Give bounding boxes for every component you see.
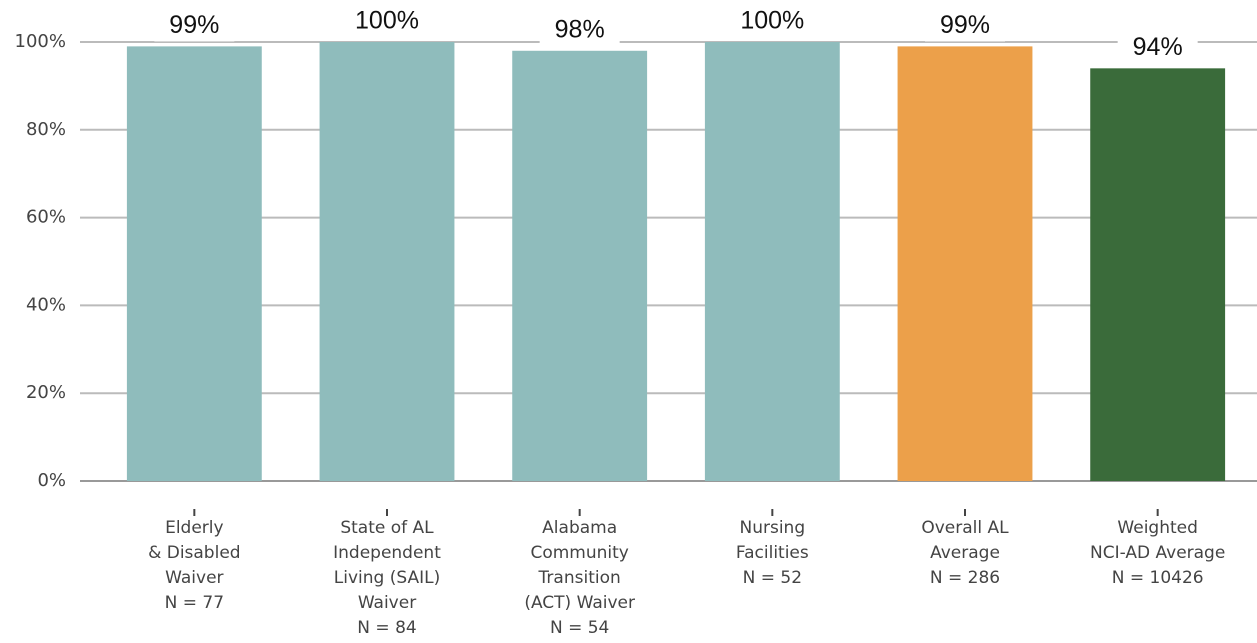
x-tick-label: State of AL [340, 518, 434, 538]
x-tick-label: N = 54 [550, 618, 609, 638]
y-tick-label: 100% [15, 31, 66, 52]
y-tick-label: 0% [37, 470, 66, 491]
data-label: 100% [740, 7, 804, 35]
data-label: 99% [169, 11, 219, 39]
bar [1090, 68, 1226, 481]
data-label: 98% [555, 15, 605, 43]
x-tick-label: NCI-AD Average [1090, 543, 1225, 563]
x-tick-label: Facilities [736, 543, 809, 563]
data-label-bg [1117, 33, 1198, 64]
x-tick-label: N = 77 [165, 593, 224, 613]
x-tick-label: Weighted [1117, 518, 1197, 538]
x-tick-label: Community [530, 543, 628, 563]
bar [126, 46, 262, 481]
data-label-bg [347, 7, 427, 37]
y-tick-label: 80% [26, 119, 66, 140]
x-tick-label: Waiver [165, 568, 223, 588]
x-tick-label: (ACT) Waiver [524, 593, 635, 613]
data-label: 100% [355, 7, 419, 35]
x-tick-label: N = 52 [743, 568, 802, 588]
bar [897, 46, 1033, 481]
data-label: 99% [940, 11, 990, 39]
x-tick-label: N = 84 [357, 618, 416, 638]
x-tick-label: & Disabled [148, 543, 241, 563]
bar [319, 42, 455, 481]
x-tick-label: Alabama [542, 518, 617, 538]
bar [704, 42, 840, 481]
y-tick-label: 40% [26, 294, 66, 315]
data-label-bg [154, 11, 235, 42]
x-tick-label: Independent [333, 543, 441, 563]
x-tick-label: Overall AL [921, 518, 1009, 538]
x-tick-label: Elderly [165, 518, 224, 538]
x-tick-label: N = 10426 [1112, 568, 1204, 588]
x-tick-label: N = 286 [930, 568, 1000, 588]
y-tick-label: 20% [26, 382, 66, 403]
data-label-bg [925, 11, 1005, 42]
x-tick-label: Average [930, 543, 1000, 563]
bar [512, 50, 648, 481]
x-tick-label: Waiver [358, 593, 416, 613]
data-label: 94% [1133, 33, 1183, 61]
x-tick-label: Nursing [740, 518, 806, 538]
y-tick-label: 60% [26, 207, 66, 228]
data-label-bg [539, 15, 620, 46]
x-tick-label: Transition [538, 568, 621, 588]
x-tick-label: Living (SAIL) [334, 568, 440, 588]
data-label-bg [732, 7, 813, 37]
